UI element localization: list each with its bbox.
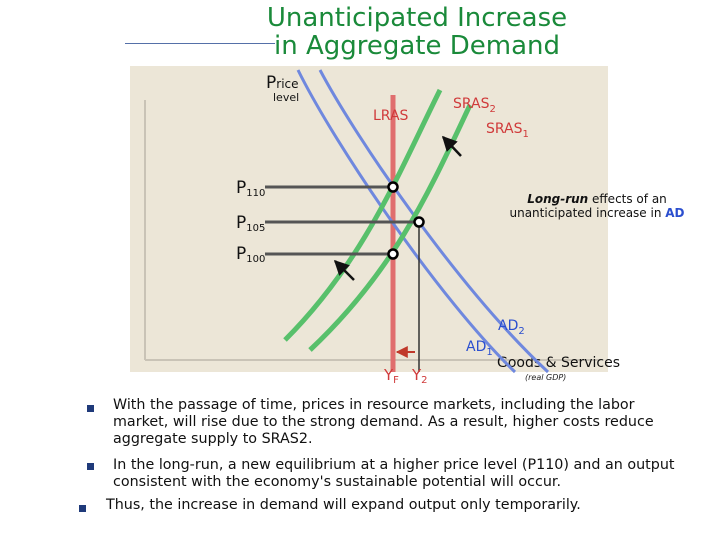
bullet-marker [79,505,86,512]
equilibrium-point-initial [387,248,399,260]
annotation-line-2: unanticipated increase in AD [509,206,684,220]
bullet-text-3: Thus, the increase in demand will expand… [106,497,581,513]
output-label-y2: Y2 [411,366,428,386]
price-label-p105: P105 [236,213,265,234]
y-axis-label: Price [266,73,299,93]
annotation-line-1: Long-run effects of an [527,192,667,206]
chart-background [130,66,608,372]
title-divider [125,43,275,44]
ad-shift-arrow [333,259,355,281]
bullet-marker [87,463,94,470]
ad1-label: AD1 [466,339,493,358]
output-label-yf: YF [383,366,399,386]
bullet-marker [87,405,94,412]
title-line-1: Unanticipated Increase [266,3,568,33]
equilibrium-point-long-run [387,181,399,193]
price-label-p100: P100 [236,244,265,265]
sras-shift-arrow [441,135,462,157]
lras-label: LRAS [373,108,409,124]
x-axis-sublabel: (real GDP) [525,373,566,382]
title-line-2: in Aggregate Demand [273,31,561,61]
equilibrium-point-short-run [413,216,425,228]
ad2-label: AD2 [498,318,525,337]
sras2-curve [283,88,443,342]
price-label-p110: P110 [236,178,265,199]
sras1-label: SRAS1 [486,121,529,140]
sras2-label: SRAS2 [453,96,496,115]
y-axis-sublabel: level [273,91,299,104]
bullet-text-2: In the long-run, a new equilibrium at a … [113,457,675,490]
bullet-text-1: With the passage of time, prices in reso… [113,397,654,447]
x-axis-label: Goods & Services [497,355,620,371]
